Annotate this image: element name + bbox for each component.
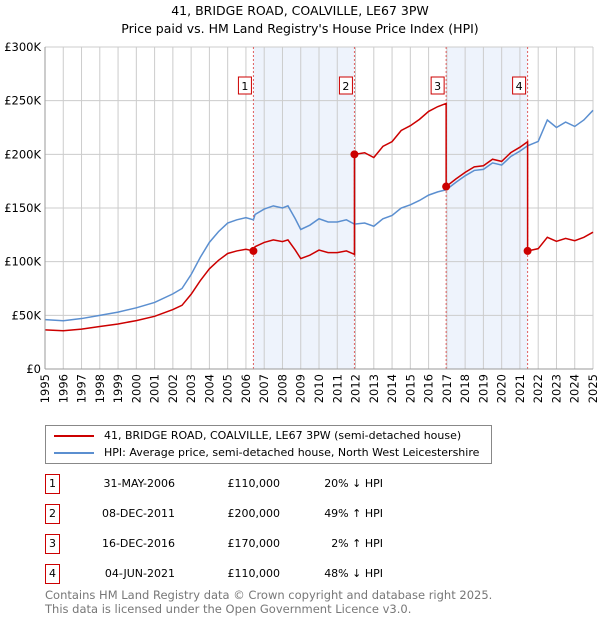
- x-tick-label: 1998: [93, 374, 107, 403]
- sale-point: [249, 246, 258, 255]
- x-tick-label: 1996: [56, 374, 70, 403]
- sale-label-box: [237, 76, 252, 95]
- sale-price: £110,000: [227, 477, 281, 490]
- sale-point: [523, 246, 532, 255]
- sale-row: 3 16-DEC-2016 £170,000 2% ↑ HPI: [45, 534, 445, 554]
- y-tick-label: £250K: [4, 94, 41, 108]
- y-tick-label: £50K: [12, 308, 42, 322]
- x-tick-label: 2011: [330, 374, 344, 403]
- x-tick-label: 2020: [495, 374, 509, 403]
- sale-date: 16-DEC-2016: [101, 537, 175, 550]
- x-tick-label: 2019: [476, 374, 490, 403]
- sale-point: [350, 150, 359, 159]
- sale-price: £200,000: [227, 507, 281, 520]
- legend-property-label: 41, BRIDGE ROAD, COALVILLE, LE67 3PW (se…: [104, 429, 462, 442]
- x-tick-label: 2025: [586, 374, 600, 403]
- sale-price: £170,000: [227, 537, 281, 550]
- x-tick-label: 2005: [221, 374, 235, 403]
- x-tick-label: 2009: [294, 374, 308, 403]
- x-tick-label: 2008: [275, 374, 289, 403]
- x-tick-label: 1999: [111, 374, 125, 403]
- sale-row: 4 04-JUN-2021 £110,000 48% ↓ HPI: [45, 564, 445, 584]
- footer-licence: This data is licensed under the Open Gov…: [45, 602, 412, 616]
- legend: 41, BRIDGE ROAD, COALVILLE, LE67 3PW (se…: [45, 425, 492, 464]
- x-tick-label: 2007: [257, 374, 271, 403]
- sale-marker-badge: 3: [45, 534, 60, 554]
- sale-marker-badge: 1: [45, 474, 60, 494]
- x-tick-label: 2021: [513, 374, 527, 403]
- sale-label-box: [512, 76, 527, 95]
- sale-marker-badge: 4: [45, 564, 60, 584]
- sale-date: 04-JUN-2021: [104, 567, 175, 580]
- y-tick-label: £300K: [4, 40, 41, 54]
- price-chart: 1995 1996 1997 1998 1999 2000 2001 2002 2003 2004…: [4, 40, 600, 403]
- sale-label: 3: [434, 80, 441, 93]
- x-tick-label: 2004: [202, 374, 216, 403]
- x-tick-label: 2001: [148, 374, 162, 403]
- x-tick-label: 2018: [458, 374, 472, 403]
- property-price-line: [44, 102, 594, 332]
- sale-label: 1: [241, 80, 248, 93]
- sale-date: 31-MAY-2006: [103, 477, 175, 490]
- y-tick-label: £100K: [4, 255, 41, 269]
- x-tick-label: 2015: [403, 374, 417, 403]
- x-tick-label: 1997: [75, 374, 89, 403]
- sale-marker-badge: 2: [45, 504, 60, 524]
- legend-hpi-label: HPI: Average price, semi-detached house,…: [104, 446, 480, 459]
- x-tick-label: 2016: [422, 374, 436, 403]
- x-tick-label: 2013: [367, 374, 381, 403]
- sale-hpi-diff: 2% ↑ HPI: [331, 537, 383, 550]
- x-tick-label: 2003: [184, 374, 198, 403]
- sale-label: 2: [342, 80, 349, 93]
- sale-date: 08-DEC-2011: [101, 507, 175, 520]
- hpi-line: [44, 109, 594, 322]
- sale-row: 1 31-MAY-2006 £110,000 20% ↓ HPI: [45, 474, 445, 494]
- y-tick-label: £150K: [4, 201, 41, 215]
- x-tick-label: 2023: [549, 374, 563, 403]
- y-tick-label: £0: [26, 362, 41, 376]
- chart-title: 41, BRIDGE ROAD, COALVILLE, LE67 3PW: [171, 3, 429, 18]
- sale-hpi-diff: 48% ↓ HPI: [324, 567, 383, 580]
- sale-hpi-diff: 20% ↓ HPI: [324, 477, 383, 490]
- x-tick-label: 2022: [531, 374, 545, 403]
- y-tick-label: £200K: [4, 147, 41, 161]
- x-tick-label: 2006: [239, 374, 253, 403]
- x-tick-label: 2024: [568, 374, 582, 403]
- x-tick-label: 2000: [129, 374, 143, 403]
- sale-hpi-diff: 49% ↑ HPI: [324, 507, 383, 520]
- x-tick-label: 2002: [166, 374, 180, 403]
- x-tick-label: 2010: [312, 374, 326, 403]
- sale-label-box: [338, 76, 353, 95]
- x-tick-label: 2017: [440, 374, 454, 403]
- x-tick-label: 1995: [38, 374, 52, 403]
- footer-copyright: Contains HM Land Registry data © Crown c…: [45, 588, 493, 602]
- x-tick-label: 2014: [385, 374, 399, 403]
- legend-hpi-swatch: [54, 451, 94, 454]
- sale-label-box: [430, 76, 445, 95]
- legend-property-swatch: [54, 434, 94, 437]
- sale-row: 2 08-DEC-2011 £200,000 49% ↑ HPI: [45, 504, 445, 524]
- sale-price: £110,000: [227, 567, 281, 580]
- chart-subtitle: Price paid vs. HM Land Registry's House …: [121, 21, 479, 36]
- x-tick-label: 2012: [349, 374, 363, 403]
- sale-label: 4: [516, 80, 523, 93]
- sale-point: [442, 182, 451, 191]
